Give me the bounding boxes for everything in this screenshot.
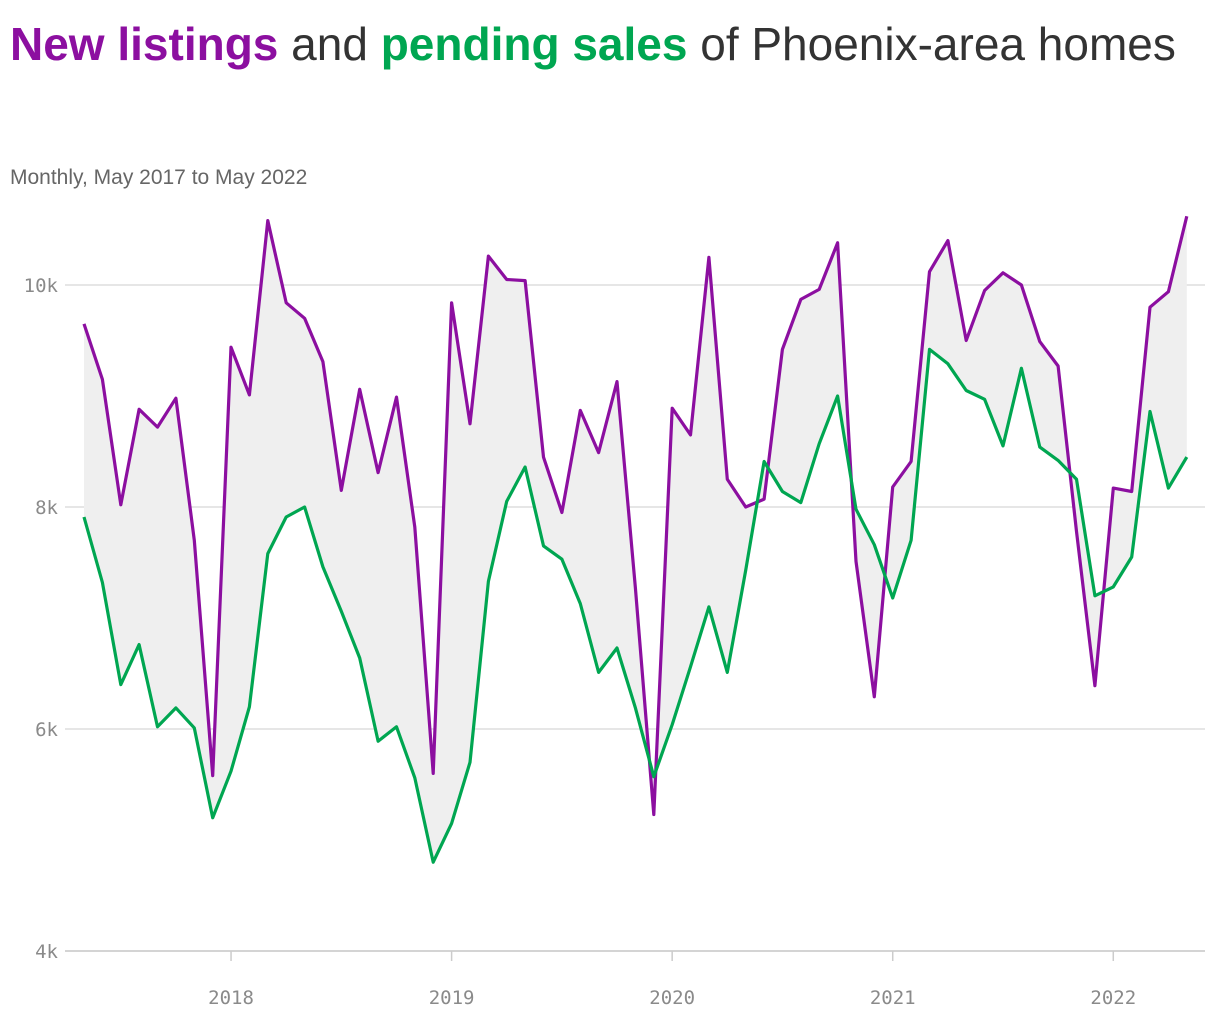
difference-band — [84, 216, 1187, 863]
x-axis: 2018 2019 2020 2021 2022 — [65, 950, 1205, 1009]
title-new-listings: New listings — [10, 18, 279, 70]
x-tick-label: 2021 — [870, 987, 916, 1009]
x-tick-label: 2022 — [1090, 987, 1136, 1009]
band-area — [84, 216, 1187, 863]
series-lines — [82, 215, 1189, 864]
chart-subtitle: Monthly, May 2017 to May 2022 — [10, 166, 308, 189]
y-tick-label: 6k — [35, 719, 58, 741]
x-tick-label: 2019 — [429, 987, 475, 1009]
y-tick-label: 4k — [35, 941, 58, 963]
x-tick-label: 2020 — [649, 987, 695, 1009]
y-axis-labels: 4k 6k 8k 10k — [24, 275, 59, 963]
y-tick-label: 8k — [35, 497, 58, 519]
new-listings-line — [82, 215, 1189, 817]
pending-sales-line — [82, 347, 1189, 864]
chart-title: New listings and pending sales of Phoeni… — [10, 12, 1200, 76]
title-rest: of Phoenix-area homes — [687, 18, 1176, 70]
title-pending-sales: pending sales — [380, 18, 688, 70]
x-tick-label: 2018 — [208, 987, 254, 1009]
y-tick-label: 10k — [24, 275, 59, 297]
title-connector: and — [278, 18, 381, 70]
